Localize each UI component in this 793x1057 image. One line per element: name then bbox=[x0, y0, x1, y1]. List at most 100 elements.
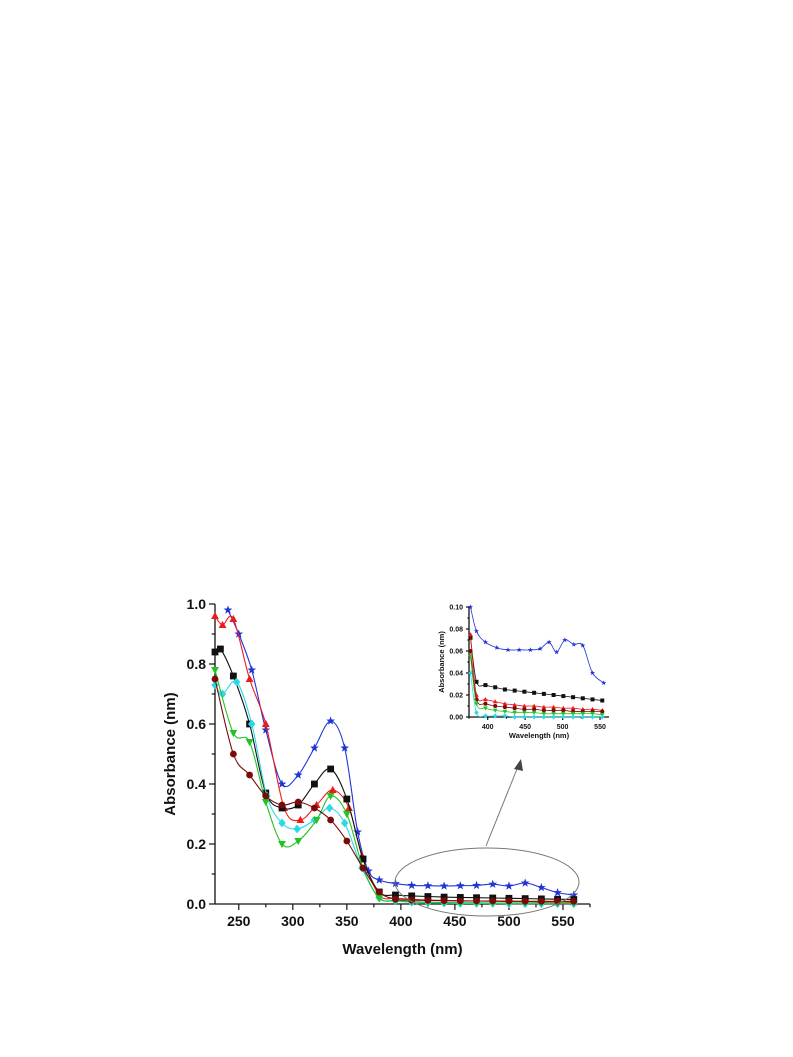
inset-data-point bbox=[531, 703, 537, 708]
inset-data-point bbox=[468, 649, 473, 653]
main-x-tick-label: 500 bbox=[497, 913, 521, 929]
main-data-point bbox=[424, 897, 432, 904]
inset-y-tick-label: 0.08 bbox=[449, 627, 463, 634]
inset-data-point bbox=[570, 711, 576, 717]
main-data-point bbox=[504, 881, 514, 890]
inset-data-point bbox=[482, 639, 489, 645]
inset-x-tick-label: 500 bbox=[557, 724, 569, 731]
inset-data-point bbox=[502, 701, 508, 706]
main-data-point bbox=[325, 803, 334, 813]
inset-series-2 bbox=[468, 635, 605, 703]
main-data-point bbox=[229, 614, 238, 623]
inset-data-point bbox=[512, 710, 517, 715]
main-data-point bbox=[245, 738, 254, 747]
main-data-point bbox=[294, 798, 302, 806]
main-series-1 bbox=[223, 605, 579, 899]
main-x-tick-label: 350 bbox=[335, 913, 359, 929]
main-y-tick-label: 1.0 bbox=[187, 596, 207, 612]
main-data-point bbox=[473, 897, 480, 905]
inset-data-point bbox=[546, 639, 552, 645]
main-data-point bbox=[537, 897, 545, 905]
inset-data-point bbox=[561, 694, 566, 699]
inset-data-point bbox=[571, 641, 577, 647]
inset-data-point bbox=[531, 714, 537, 720]
inset-data-point bbox=[562, 637, 568, 643]
main-data-point bbox=[211, 648, 219, 656]
main-data-point bbox=[359, 864, 367, 872]
inset-data-point bbox=[492, 699, 498, 704]
main-data-point bbox=[311, 780, 318, 788]
main-data-point bbox=[505, 897, 513, 905]
main-data-point bbox=[293, 770, 303, 779]
main-data-point bbox=[311, 804, 318, 812]
main-x-tick-label: 250 bbox=[227, 913, 251, 929]
main-y-tick-label: 0.0 bbox=[187, 896, 207, 912]
inset-data-point bbox=[571, 695, 576, 700]
main-data-point bbox=[326, 716, 335, 725]
main-x-tick-label: 400 bbox=[389, 913, 413, 929]
inset-data-point bbox=[494, 645, 500, 650]
main-data-point bbox=[247, 665, 257, 674]
inset-y-tick-label: 0.06 bbox=[449, 649, 463, 656]
inset-x-axis-label: Wavelength (nm) bbox=[509, 731, 570, 740]
inset-data-point bbox=[561, 714, 566, 720]
main-series-2 bbox=[211, 611, 578, 906]
inset-data-point bbox=[483, 706, 488, 711]
inset-data-point bbox=[516, 647, 522, 653]
inset-data-point bbox=[580, 696, 585, 701]
main-series-line bbox=[214, 647, 574, 901]
inset-data-point bbox=[589, 670, 596, 676]
main-data-point bbox=[229, 672, 237, 680]
main-data-point bbox=[375, 888, 383, 896]
main-data-point bbox=[326, 792, 335, 801]
main-data-point bbox=[223, 605, 233, 614]
inset-x-tick-label: 550 bbox=[594, 724, 606, 731]
inset-data-point bbox=[532, 690, 537, 695]
callout-ellipse bbox=[394, 847, 580, 917]
main-data-point bbox=[211, 675, 219, 683]
inset-data-point bbox=[601, 680, 607, 686]
main-data-point bbox=[364, 866, 373, 875]
inset-data-point bbox=[532, 707, 537, 712]
inset-data-point bbox=[541, 711, 547, 717]
inset-data-point bbox=[502, 709, 508, 714]
main-x-tick-label: 550 bbox=[551, 913, 575, 929]
inset-y-axis-label: Absorbance (nm) bbox=[437, 631, 446, 693]
main-data-point bbox=[570, 897, 578, 905]
main-data-point bbox=[294, 837, 303, 846]
inset-data-point bbox=[483, 683, 488, 688]
inset-data-point bbox=[468, 654, 473, 659]
main-data-point bbox=[343, 795, 351, 803]
inset-data-point bbox=[551, 714, 556, 720]
main-series-5 bbox=[211, 666, 578, 908]
main-series-line bbox=[214, 669, 574, 904]
main-data-point bbox=[353, 827, 363, 836]
inset-data-point bbox=[483, 697, 488, 702]
inset-data-point bbox=[541, 714, 547, 720]
inset-data-point bbox=[580, 711, 586, 717]
main-y-tick-label: 0.4 bbox=[187, 776, 207, 792]
inset-data-point bbox=[590, 697, 595, 702]
inset-y-tick-label: 0.02 bbox=[449, 693, 463, 700]
inset-data-point bbox=[468, 670, 473, 676]
main-data-point bbox=[232, 677, 241, 687]
main-data-point bbox=[312, 816, 321, 825]
inset-data-point bbox=[512, 706, 517, 711]
main-data-point bbox=[440, 897, 448, 905]
inset-data-point bbox=[492, 708, 498, 713]
main-chart: 250 300 350 400 450 500 550 0.0 0.2 0.4 0.6 0.8 1.0 W… bbox=[162, 596, 591, 958]
inset-data-point bbox=[512, 688, 517, 693]
inset-series-5 bbox=[468, 654, 605, 718]
inset-data-point bbox=[551, 704, 556, 709]
inset-data-point bbox=[551, 693, 556, 697]
main-x-tick-label: 450 bbox=[443, 913, 467, 929]
main-data-point bbox=[278, 801, 286, 809]
inset-data-point bbox=[600, 709, 605, 714]
callout-annotation bbox=[394, 759, 580, 917]
inset-data-point bbox=[570, 714, 576, 720]
inset-data-point bbox=[580, 642, 586, 648]
inset-data-point bbox=[473, 628, 480, 634]
inset-data-point bbox=[531, 710, 537, 715]
inset-series-line bbox=[470, 650, 603, 712]
main-data-point bbox=[261, 719, 270, 728]
